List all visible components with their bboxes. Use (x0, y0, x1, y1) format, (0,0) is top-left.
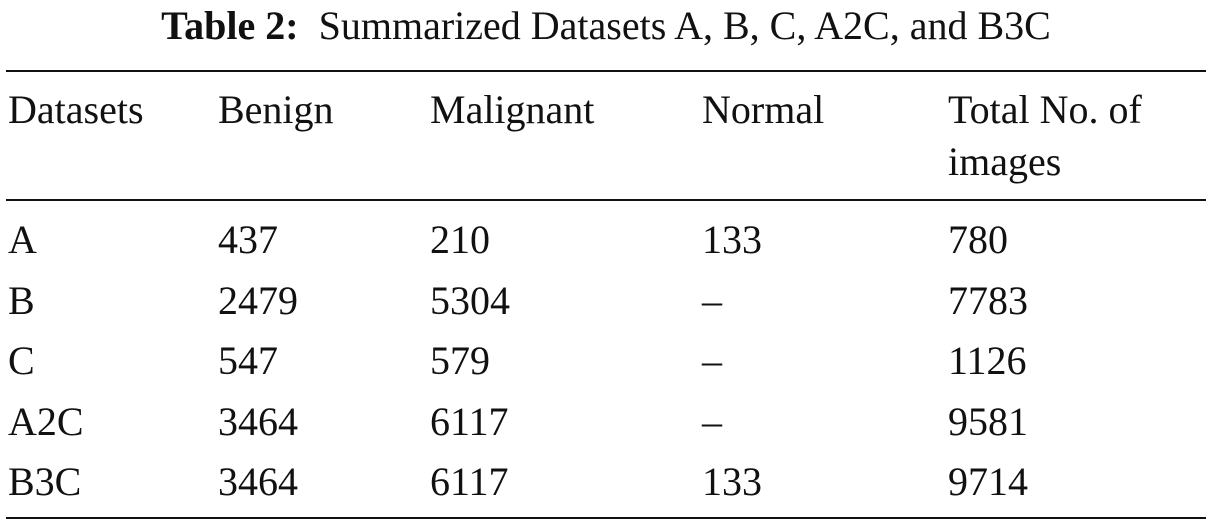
cell-dataset: A2C (8, 398, 84, 444)
table-row: C 547 579 – 1126 (0, 335, 1212, 396)
table-row: B 2479 5304 – 7783 (0, 275, 1212, 336)
table-body: A 437 210 133 780 B 2479 5304 – 7783 C 5… (0, 214, 1212, 517)
cell-total: 1126 (948, 338, 1027, 383)
bottom-rule (6, 517, 1206, 519)
table-row: A2C 3464 6117 – 9581 (0, 396, 1212, 457)
cell-dataset: B3C (8, 459, 82, 504)
top-rule (6, 70, 1206, 72)
cell-total: 7783 (948, 277, 1028, 323)
cell-benign: 3464 (218, 398, 298, 444)
cell-malignant: 210 (430, 217, 490, 262)
cell-malignant: 6117 (430, 459, 509, 504)
cell-dataset: B (8, 277, 35, 323)
header-total-images: Total No. of images (948, 87, 1142, 184)
cell-malignant: 579 (430, 338, 490, 383)
cell-benign: 437 (218, 217, 278, 262)
cell-benign: 2479 (218, 277, 298, 323)
cell-normal: 133 (702, 459, 762, 504)
header-datasets: Datasets (8, 87, 144, 132)
cell-benign: 547 (218, 338, 278, 383)
cell-benign: 3464 (218, 459, 298, 504)
header-rule (6, 199, 1206, 201)
cell-normal: – (702, 398, 722, 444)
cell-malignant: 6117 (430, 398, 509, 444)
table-number: Table 2: (161, 3, 299, 48)
cell-normal: – (702, 338, 722, 383)
cell-total: 9581 (948, 398, 1028, 444)
cell-total: 780 (948, 217, 1008, 262)
cell-normal: 133 (702, 217, 762, 262)
table-row: B3C 3464 6117 133 9714 (0, 456, 1212, 517)
cell-malignant: 5304 (430, 277, 510, 323)
table-row: A 437 210 133 780 (0, 214, 1212, 275)
cell-dataset: A (8, 217, 37, 262)
header-normal: Normal (702, 87, 825, 132)
table-header-row: Datasets Benign Malignant Normal Total N… (0, 84, 1212, 194)
cell-normal: – (702, 277, 722, 323)
cell-dataset: C (8, 338, 35, 383)
header-malignant: Malignant (430, 87, 595, 132)
table-title: Summarized Datasets A, B, C, A2C, and B3… (318, 3, 1051, 48)
cell-total: 9714 (948, 459, 1028, 504)
header-benign: Benign (218, 87, 334, 132)
table-caption: Table 2: Summarized Datasets A, B, C, A2… (0, 2, 1212, 50)
